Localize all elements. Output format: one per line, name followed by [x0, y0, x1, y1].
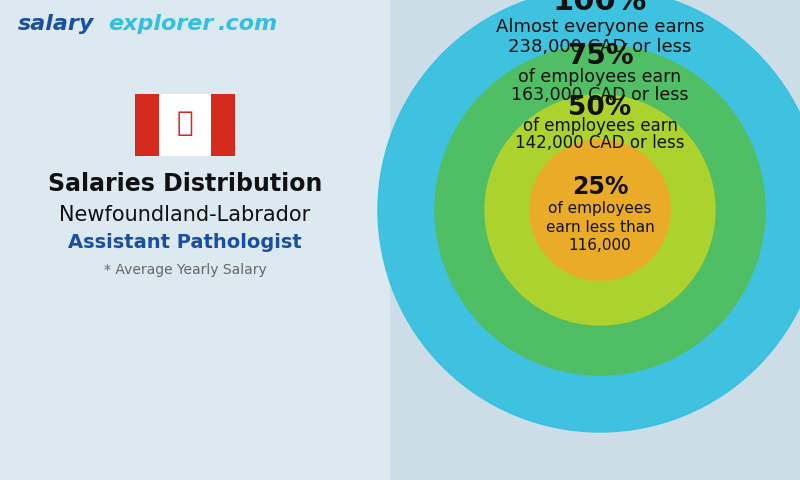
Text: 50%: 50% — [568, 95, 632, 121]
Text: Salaries Distribution: Salaries Distribution — [48, 172, 322, 196]
Text: 238,000 CAD or less: 238,000 CAD or less — [508, 38, 692, 56]
Text: 100%: 100% — [553, 0, 647, 16]
Text: 116,000: 116,000 — [569, 238, 631, 252]
Text: 25%: 25% — [572, 175, 628, 199]
Text: explorer: explorer — [108, 14, 214, 34]
FancyBboxPatch shape — [211, 94, 235, 156]
Text: 163,000 CAD or less: 163,000 CAD or less — [511, 85, 689, 104]
Text: of employees: of employees — [548, 202, 652, 216]
Text: of employees earn: of employees earn — [518, 68, 682, 85]
Circle shape — [435, 45, 765, 375]
Text: Assistant Pathologist: Assistant Pathologist — [68, 233, 302, 252]
FancyBboxPatch shape — [135, 94, 235, 156]
FancyBboxPatch shape — [0, 0, 390, 480]
Text: earn less than: earn less than — [546, 219, 654, 235]
Text: .com: .com — [218, 14, 278, 34]
Text: Newfoundland-Labrador: Newfoundland-Labrador — [59, 205, 310, 225]
Text: of employees earn: of employees earn — [522, 117, 678, 135]
Text: 142,000 CAD or less: 142,000 CAD or less — [515, 134, 685, 152]
Text: salary: salary — [18, 14, 94, 34]
Circle shape — [378, 0, 800, 432]
Text: 🍁: 🍁 — [177, 109, 194, 137]
FancyBboxPatch shape — [135, 94, 159, 156]
Circle shape — [485, 95, 715, 325]
Text: Almost everyone earns: Almost everyone earns — [496, 18, 704, 36]
Text: * Average Yearly Salary: * Average Yearly Salary — [104, 263, 266, 277]
Circle shape — [530, 140, 670, 280]
Text: 75%: 75% — [566, 43, 634, 71]
